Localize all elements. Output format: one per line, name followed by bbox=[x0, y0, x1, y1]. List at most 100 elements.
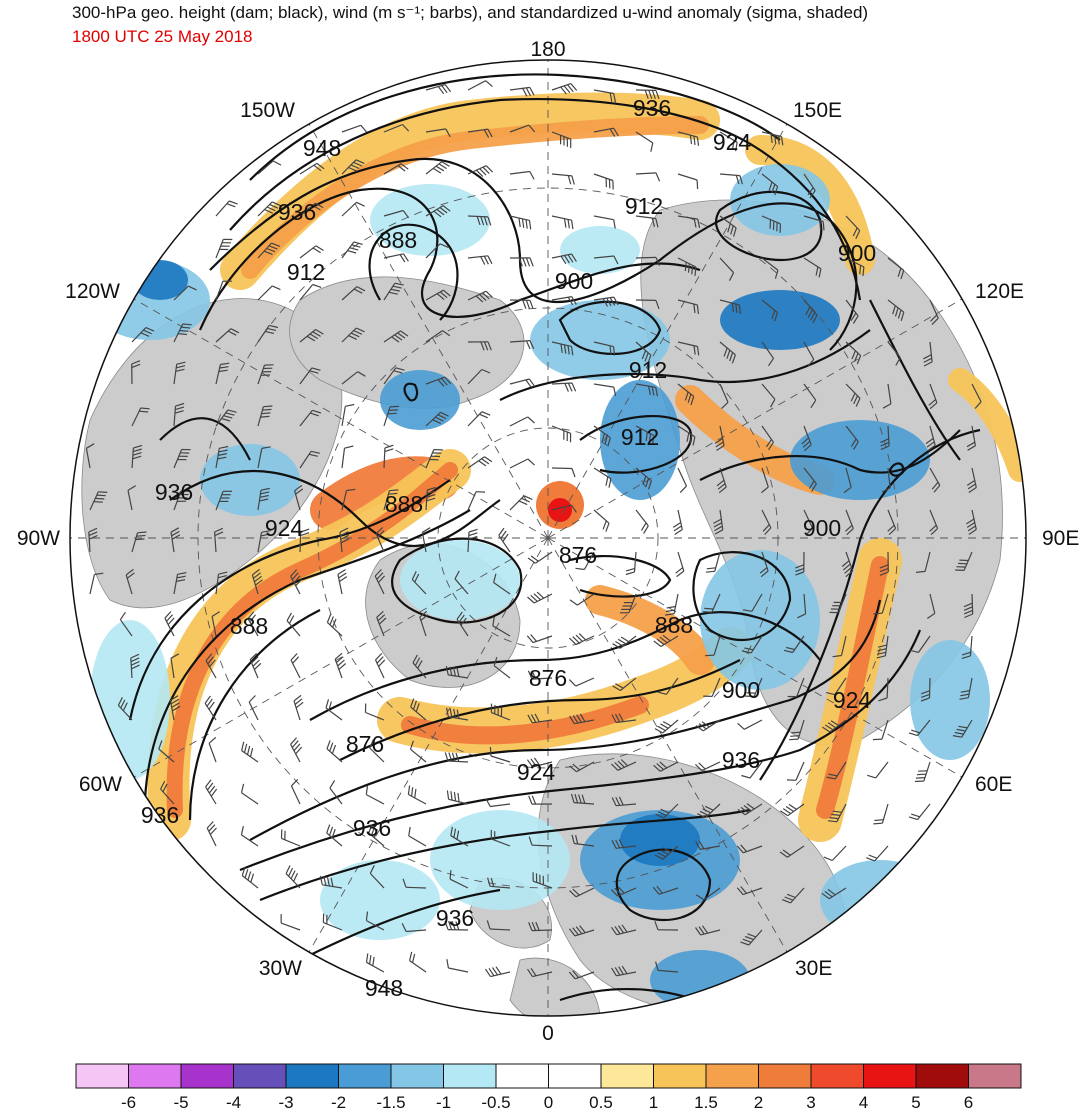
colorbar-swatch bbox=[390, 1063, 444, 1089]
wind-barb bbox=[467, 215, 492, 226]
wind-barb bbox=[158, 740, 175, 763]
height-label: 936 bbox=[353, 815, 391, 841]
wind-barb bbox=[341, 403, 355, 427]
colorbar-tick-label: 3 bbox=[806, 1093, 815, 1112]
wind-barb bbox=[365, 785, 385, 805]
colorbar-swatch bbox=[233, 1063, 287, 1089]
wind-barb bbox=[326, 613, 343, 637]
wind-barb bbox=[341, 445, 354, 469]
wind-barb bbox=[208, 736, 217, 763]
wind-barb bbox=[779, 803, 805, 817]
meridian-line bbox=[547, 298, 963, 539]
wind-barb bbox=[916, 551, 931, 573]
wind-barb bbox=[527, 670, 553, 680]
wind-barb bbox=[425, 128, 451, 138]
negative-anomaly-area-18 bbox=[380, 370, 460, 430]
wind-barb bbox=[467, 491, 486, 511]
height-contour-11 bbox=[391, 537, 523, 624]
colorbar-tick-label: -4 bbox=[226, 1093, 241, 1112]
wind-barb bbox=[89, 491, 108, 511]
wind-barb bbox=[593, 255, 619, 265]
wind-barb bbox=[341, 201, 365, 217]
wind-barb bbox=[365, 953, 385, 973]
wind-barb bbox=[383, 209, 410, 219]
latitude-circle bbox=[317, 307, 779, 769]
wind-barb bbox=[695, 840, 721, 850]
wind-barb bbox=[526, 757, 553, 768]
meridian-line bbox=[547, 537, 788, 953]
longitude-label: 90W bbox=[17, 527, 60, 550]
wind-barb bbox=[383, 330, 409, 343]
wind-barb bbox=[299, 367, 321, 385]
wind-barb bbox=[206, 821, 217, 847]
wind-barb bbox=[551, 83, 578, 95]
colorbar-tick-label: 6 bbox=[964, 1093, 973, 1112]
height-label: 912 bbox=[621, 424, 659, 450]
height-contour-10 bbox=[159, 417, 251, 461]
height-label: 876 bbox=[346, 731, 384, 757]
wind-barb bbox=[241, 866, 259, 889]
wind-barb bbox=[173, 448, 191, 469]
wind-barb bbox=[341, 286, 366, 301]
meridian-line bbox=[547, 537, 963, 778]
wind-barb bbox=[761, 341, 774, 367]
longitude-label: 150W bbox=[240, 99, 295, 122]
wind-barb bbox=[803, 215, 825, 231]
meridian-line bbox=[547, 123, 788, 539]
wind-barb bbox=[876, 635, 889, 659]
wind-barb bbox=[444, 920, 469, 931]
wind-barb bbox=[929, 509, 939, 536]
wind-barb bbox=[827, 803, 847, 823]
wind-barb bbox=[509, 86, 535, 97]
wind-barb bbox=[695, 925, 721, 936]
height-label: 900 bbox=[722, 677, 760, 703]
wind-barb bbox=[326, 824, 343, 847]
wind-barb bbox=[873, 803, 889, 825]
height-contour-13 bbox=[692, 551, 792, 642]
height-contour-22 bbox=[259, 808, 751, 902]
wind-barb bbox=[737, 719, 763, 730]
wind-barb bbox=[383, 367, 405, 385]
wind-barb bbox=[881, 467, 891, 493]
wind-barb bbox=[845, 425, 859, 450]
wind-barb bbox=[130, 653, 140, 679]
wind-barb bbox=[803, 467, 817, 492]
wind-barb bbox=[509, 416, 535, 427]
wind-barb bbox=[569, 713, 595, 725]
wind-barb bbox=[290, 737, 303, 763]
wind-barb bbox=[571, 834, 595, 847]
wind-barb bbox=[677, 131, 700, 146]
wind-barb bbox=[247, 611, 259, 637]
height-label: 912 bbox=[287, 259, 325, 285]
land-mass-1 bbox=[289, 276, 525, 409]
positive-anomaly-band-6 bbox=[401, 696, 649, 745]
wind-barb bbox=[761, 467, 769, 494]
wind-barb bbox=[334, 652, 347, 679]
wind-barb bbox=[635, 341, 652, 364]
wind-barb bbox=[409, 951, 427, 973]
colorbar-swatch bbox=[705, 1063, 759, 1089]
height-label: 876 bbox=[559, 542, 597, 568]
colorbar-swatch bbox=[600, 1063, 654, 1089]
wind-barb bbox=[612, 635, 637, 649]
height-contour-3 bbox=[198, 187, 701, 331]
meridian-line bbox=[308, 537, 549, 953]
wind-barb bbox=[719, 383, 729, 410]
height-label: 900 bbox=[803, 515, 841, 541]
wind-barb bbox=[959, 677, 973, 700]
height-label: 912 bbox=[629, 357, 667, 383]
wind-barb bbox=[971, 383, 982, 409]
height-label: 948 bbox=[365, 975, 403, 1001]
height-contour-30 bbox=[888, 462, 905, 477]
wind-barb bbox=[705, 551, 721, 573]
wind-barb bbox=[493, 657, 511, 679]
colorbar-swatch bbox=[653, 1063, 707, 1089]
colorbar-swatch bbox=[810, 1063, 864, 1089]
wind-barb bbox=[845, 215, 861, 239]
wind-barb bbox=[322, 913, 343, 931]
height-contour-8 bbox=[699, 429, 961, 481]
wind-barb bbox=[887, 299, 905, 321]
wind-barb bbox=[652, 885, 679, 895]
wind-barb bbox=[341, 371, 366, 385]
height-contour-2 bbox=[209, 157, 858, 351]
